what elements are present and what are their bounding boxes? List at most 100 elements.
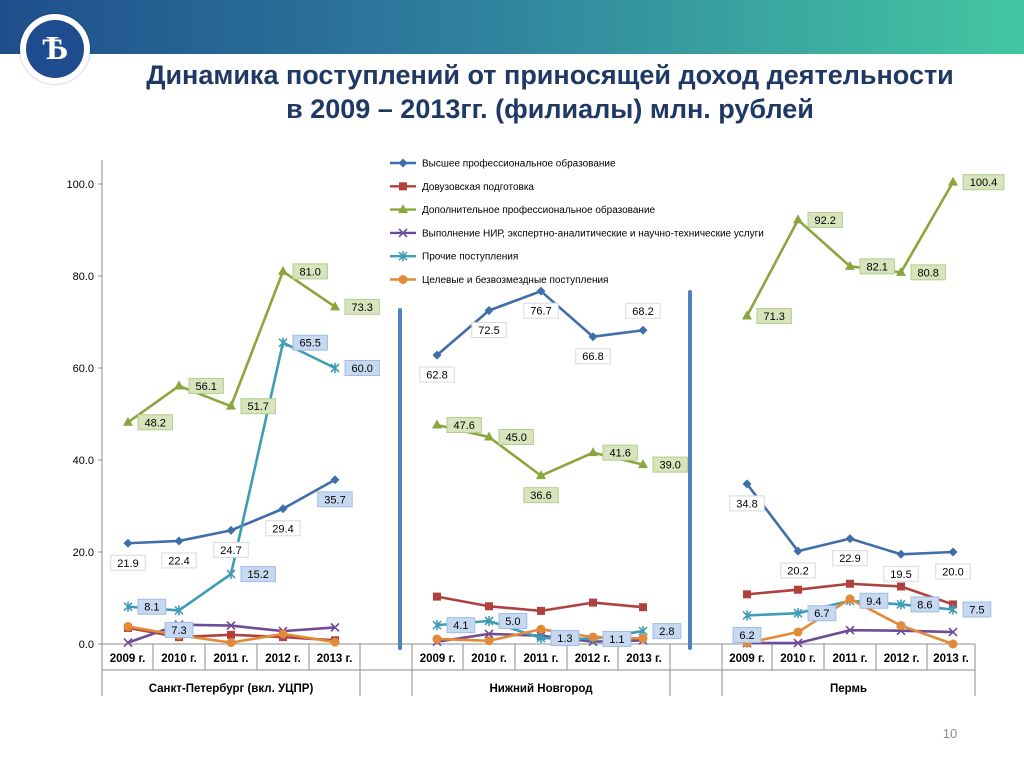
data-point [484,431,494,441]
data-label-box [213,541,249,558]
data-point [226,525,236,535]
data-label: 7.3 [171,625,186,637]
x-group-label: Санкт-Петербург (вкл. УЦПР) [149,683,314,695]
y-tick-label: 100.0 [66,179,94,191]
data-label-box [240,566,276,583]
x-category-label: 2011 г. [214,653,249,665]
data-point [330,363,340,373]
data-point [845,534,855,544]
series-line [436,289,644,357]
data-label-box [859,592,889,609]
title-line-2: в 2009 – 2013гг. (филиалы) млн. рублей [286,94,814,124]
y-tick-label: 60.0 [73,363,94,375]
data-label-box [446,417,482,434]
data-label-box [807,605,837,622]
data-label-box [756,308,792,325]
data-label-box [935,563,971,580]
data-label: 68.2 [632,306,653,318]
data-label-box [292,334,328,351]
data-point [174,605,184,616]
data-label-box [883,565,919,582]
data-point [536,624,546,634]
data-label: 47.6 [453,420,474,432]
x-category-label: 2012 г. [265,653,301,665]
y-tick-label: 80.0 [73,271,94,283]
data-point [948,627,958,637]
data-label-box [807,211,843,228]
data-label: 21.9 [117,558,138,570]
data-label-box [161,552,197,569]
data-label-box [317,491,353,508]
data-label: 1.1 [609,634,624,646]
data-label: 7.5 [969,605,984,617]
x-group-label: Пермь [830,683,867,695]
data-point [845,625,855,635]
data-label: 2.8 [659,626,674,638]
data-label: 66.8 [582,351,603,363]
data-point [330,475,340,485]
data-point [896,599,906,610]
data-label-box [240,398,276,415]
data-point [485,602,493,611]
data-label: 15.2 [247,569,268,581]
data-label-box [832,550,868,567]
data-point [949,600,957,609]
data-label-box [292,263,328,280]
data-label: 20.0 [942,567,963,579]
data-point [948,547,958,557]
x-category-label: 2011 г. [833,653,868,665]
legend-entry: Высшее профессиональное образование [422,158,616,170]
data-point [845,260,855,270]
data-label-box [137,414,173,431]
x-category-label: 2013 г. [317,653,353,665]
y-tick-label: 0.0 [79,639,94,651]
data-label-box [446,617,476,634]
x-category-label: 2011 г. [524,653,559,665]
data-label: 29.4 [272,523,293,535]
legend-marker [398,275,408,284]
x-category-label: 2009 г. [110,653,146,665]
data-point [330,622,340,633]
data-label-box [498,613,528,629]
data-point [793,638,803,648]
data-label-box [110,554,146,571]
data-label: 72.5 [478,325,499,337]
data-label: 35.7 [324,494,345,506]
data-point [432,419,442,429]
data-label: 20.2 [787,566,808,578]
data-label: 6.7 [814,608,829,620]
data-point [433,592,441,601]
page-number: 10 [942,726,958,741]
data-label-box [859,258,895,275]
data-label-box [164,621,194,638]
data-point [589,598,597,607]
data-point [537,606,545,615]
data-label-box [910,264,946,281]
data-label-box [471,322,507,338]
data-point [845,594,855,604]
series-line [745,181,955,317]
data-label-box [625,302,661,319]
data-point [638,633,648,643]
data-label-box [137,598,167,615]
data-label: 1.3 [557,633,572,645]
data-label: 60.0 [351,363,372,375]
title-line-1: Динамика поступлений от приносящей доход… [146,60,954,90]
data-point [484,636,494,646]
data-point [226,621,236,631]
header-bar [0,0,1024,54]
data-point [432,350,442,360]
data-label: 4.1 [453,620,468,632]
data-point [123,538,133,548]
data-point [742,610,752,621]
data-point [896,621,906,631]
data-label: 71.3 [763,311,784,323]
data-label-box [523,302,559,319]
legend-entry: Выполнение НИР, экспертно-аналитические … [422,228,764,239]
data-label: 82.1 [866,261,887,273]
data-point [896,549,906,559]
x-category-label: 2013 г. [933,653,969,665]
data-label: 39.0 [659,460,680,472]
legend-marker [398,158,408,168]
